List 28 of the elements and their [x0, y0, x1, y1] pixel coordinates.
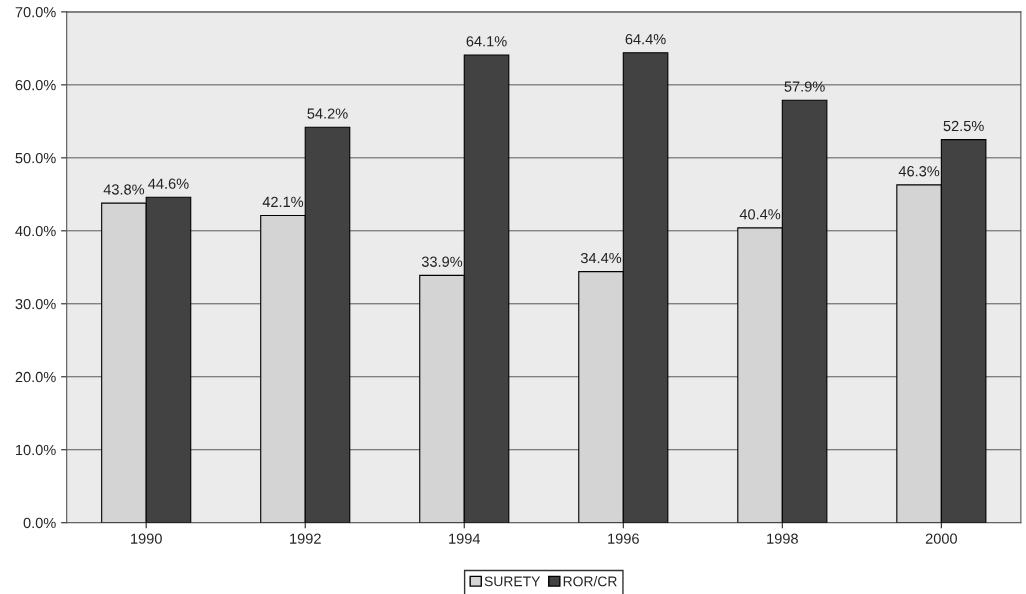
- y-tick-label: 10.0%: [16, 444, 56, 456]
- data-label: 52.5%: [943, 120, 984, 132]
- y-tick-label: 70.0%: [15, 6, 56, 18]
- data-label: 40.4%: [739, 209, 781, 220]
- data-label: 54.2%: [307, 108, 348, 119]
- x-tick-label: 1992: [290, 533, 321, 544]
- legend-label: SURETY: [484, 576, 541, 587]
- y-tick-label: 40.0%: [15, 225, 56, 237]
- y-tick-label: 50.0%: [15, 152, 56, 164]
- y-tick-label: 30.0%: [15, 298, 56, 310]
- x-tick-label: 1994: [449, 533, 481, 544]
- legend-label: ROR/CR: [563, 576, 617, 587]
- data-label: 57.9%: [784, 81, 825, 92]
- x-tick-label: 1990: [131, 533, 162, 544]
- y-tick-label: 60.0%: [15, 79, 56, 91]
- y-tick-label: 20.0%: [15, 371, 56, 383]
- data-label: 46.3%: [898, 166, 940, 177]
- x-tick-label: 1996: [608, 533, 639, 544]
- data-label: 42.1%: [262, 196, 304, 207]
- x-tick-label: 1998: [767, 533, 798, 544]
- y-tick-label: 0.0%: [23, 517, 56, 529]
- data-label: 64.1%: [466, 36, 507, 47]
- data-label: 33.9%: [421, 256, 463, 267]
- x-tick-label: 2000: [925, 533, 958, 544]
- data-label: 43.8%: [103, 184, 145, 195]
- data-label: 64.4%: [625, 33, 666, 45]
- data-label: 44.6%: [148, 178, 189, 189]
- data-label: 34.4%: [580, 252, 622, 264]
